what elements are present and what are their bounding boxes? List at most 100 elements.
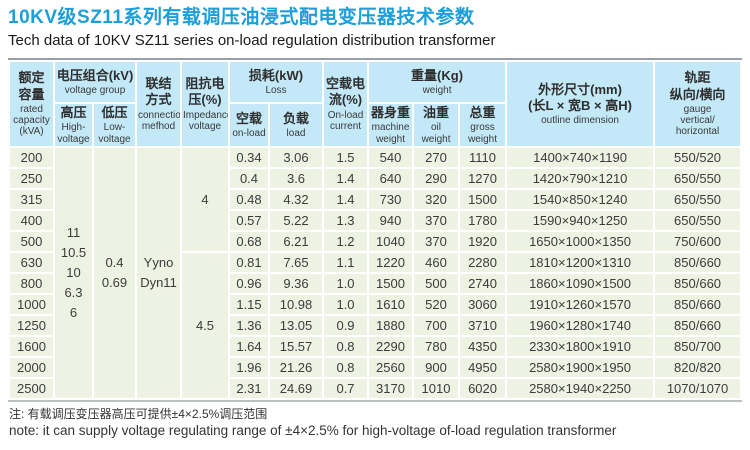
header-rated-capacity-en: rated capacity (kVA) [13,103,50,138]
cell-capacity: 315 [10,190,53,209]
table-row: 400 0.57 5.22 1.3 940 370 1780 1590×940×… [10,211,741,230]
cell-load-loss: 5.22 [270,211,323,230]
cell-load-loss: 6.21 [270,232,323,251]
cell-gauge: 850/700 [655,337,741,356]
header-loss: 损耗(kW) Loss [230,62,323,102]
cell-machine-weight: 1500 [369,274,413,293]
cell-no-load-loss: 1.36 [230,316,268,335]
cell-no-load-loss: 2.31 [230,379,268,398]
cell-gross-weight: 4350 [460,337,506,356]
cell-current: 0.8 [324,337,368,356]
header-gross-weight-en: gross weight [468,122,497,145]
cell-oil-weight: 700 [414,316,459,335]
cell-gross-weight: 6020 [460,379,506,398]
cell-impedance-200-500: 4 [182,148,228,251]
table-row: 630 4.5 0.81 7.65 1.1 1220 460 2280 1810… [10,253,741,398]
cell-dimension: 1960×1280×1740 [507,316,654,335]
cell-machine-weight: 640 [369,169,413,188]
cell-capacity: 630 [10,253,53,272]
cell-dimension: 2330×1800×1910 [507,337,654,356]
header-voltage-group: 电压组合(kV) voltage group [55,62,135,102]
cell-current: 1.2 [324,232,368,251]
cell-capacity: 1600 [10,337,53,356]
table-row: 200 11 10.5 10 6.3 6 0.4 0.69 Yyno Dyn11… [10,148,741,398]
cell-capacity: 200 [10,148,53,167]
cell-gross-weight: 1920 [460,232,506,251]
header-weight: 重量(Kg) weight [369,62,506,102]
cell-capacity: 800 [10,274,53,293]
cell-machine-weight: 1880 [369,316,413,335]
cell-capacity: 2000 [10,358,53,377]
header-loss-load: 负载 load [270,104,323,146]
cell-dimension: 2580×1900×1950 [507,358,654,377]
cell-current: 0.8 [324,358,368,377]
cell-machine-weight: 1040 [369,232,413,251]
cell-oil-weight: 370 [414,211,459,230]
cell-current: 1.0 [324,274,368,293]
header-voltage-group-zh: 电压组合(kV) [56,67,134,83]
cell-gauge: 550/520 [655,148,741,167]
header-low-voltage-zh: 低压 [101,105,128,121]
cell-capacity: 500 [10,232,53,251]
header-no-load-current: 空载电 流(%) On-load current [324,62,368,146]
header-rated-capacity: 额定 容量 rated capacity (kVA) [10,62,53,146]
cell-gross-weight: 4950 [460,358,506,377]
header-connection-method: 联结 方式 connection mefhod [137,62,180,146]
cell-oil-weight: 780 [414,337,459,356]
header-loss-zh: 损耗(kW) [248,67,304,83]
cell-gauge: 1070/1070 [655,379,741,398]
cell-no-load-loss: 0.96 [230,274,268,293]
cell-gross-weight: 1500 [460,190,506,209]
cell-dimension: 1810×1200×1310 [507,253,654,272]
header-rated-capacity-zh: 额定 容量 [18,70,45,102]
cell-low-voltage-values: 0.4 0.69 [94,148,135,398]
cell-current: 1.5 [324,148,368,167]
cell-gross-weight: 2740 [460,274,506,293]
header-loss-en: Loss [265,85,287,97]
page: 10KV级SZ11系列有载调压油浸式配电变压器技术参数 Tech data of… [8,7,743,438]
cell-machine-weight: 730 [369,190,413,209]
cell-dimension: 1540×850×1240 [507,190,654,209]
cell-load-loss: 15.57 [270,337,323,356]
cell-current: 1.4 [324,169,368,188]
cell-machine-weight: 1220 [369,253,413,272]
table-row: 800 0.96 9.36 1.0 1500 500 2740 1860×109… [10,274,741,293]
table-row: 2500 2.31 24.69 0.7 3170 1010 6020 2580×… [10,379,741,398]
cell-machine-weight: 2290 [369,337,413,356]
cell-load-loss: 9.36 [270,274,323,293]
cell-dimension: 1860×1090×1500 [507,274,654,293]
footnote-english: note: it can supply voltage regulating r… [9,423,617,438]
cell-load-loss: 3.6 [270,169,323,188]
header-gauge-zh: 轨距 纵向/横向 [669,70,726,102]
cell-load-loss: 13.05 [270,316,323,335]
cell-current: 1.1 [324,253,368,272]
cell-machine-weight: 540 [369,148,413,167]
cell-oil-weight: 500 [414,274,459,293]
cell-oil-weight: 270 [414,148,459,167]
cell-gauge: 850/660 [655,295,741,314]
header-loss-load-zh: 负载 [283,110,310,126]
header-machine-weight-zh: 器身重 [371,105,411,121]
table-row: 2000 1.96 21.26 0.8 2560 900 4950 2580×1… [10,358,741,377]
table-row: 500 0.68 6.21 1.2 1040 370 1920 1650×100… [10,232,741,251]
cell-current: 0.7 [324,379,368,398]
header-gross-weight: 总重 gross weight [460,104,506,146]
cell-gross-weight: 3060 [460,295,506,314]
cell-dimension: 2580×1940×2250 [507,379,654,398]
header-weight-en: weight [422,85,452,97]
cell-oil-weight: 460 [414,253,459,272]
header-outline-dimension-en: outline dimension [541,115,619,127]
cell-oil-weight: 370 [414,232,459,251]
cell-impedance-630-2500: 4.5 [182,253,228,398]
cell-oil-weight: 1010 [414,379,459,398]
table-row: 1000 1.15 10.98 1.0 1610 520 3060 1910×1… [10,295,741,314]
header-oil-weight: 油重 oil weight [414,104,459,146]
header-impedance-voltage: 阻抗电 压(%) Impedance voltage [182,62,228,146]
cell-machine-weight: 2560 [369,358,413,377]
header-no-load-current-en: On-load current [327,109,364,132]
cell-gauge: 850/660 [655,274,741,293]
table-row: 1250 1.36 13.05 0.9 1880 700 3710 1960×1… [10,316,741,335]
cell-gauge: 850/660 [655,316,741,335]
header-loss-no-load-en: on-load [232,128,266,140]
header-high-voltage-en: High- voltage [57,122,90,145]
